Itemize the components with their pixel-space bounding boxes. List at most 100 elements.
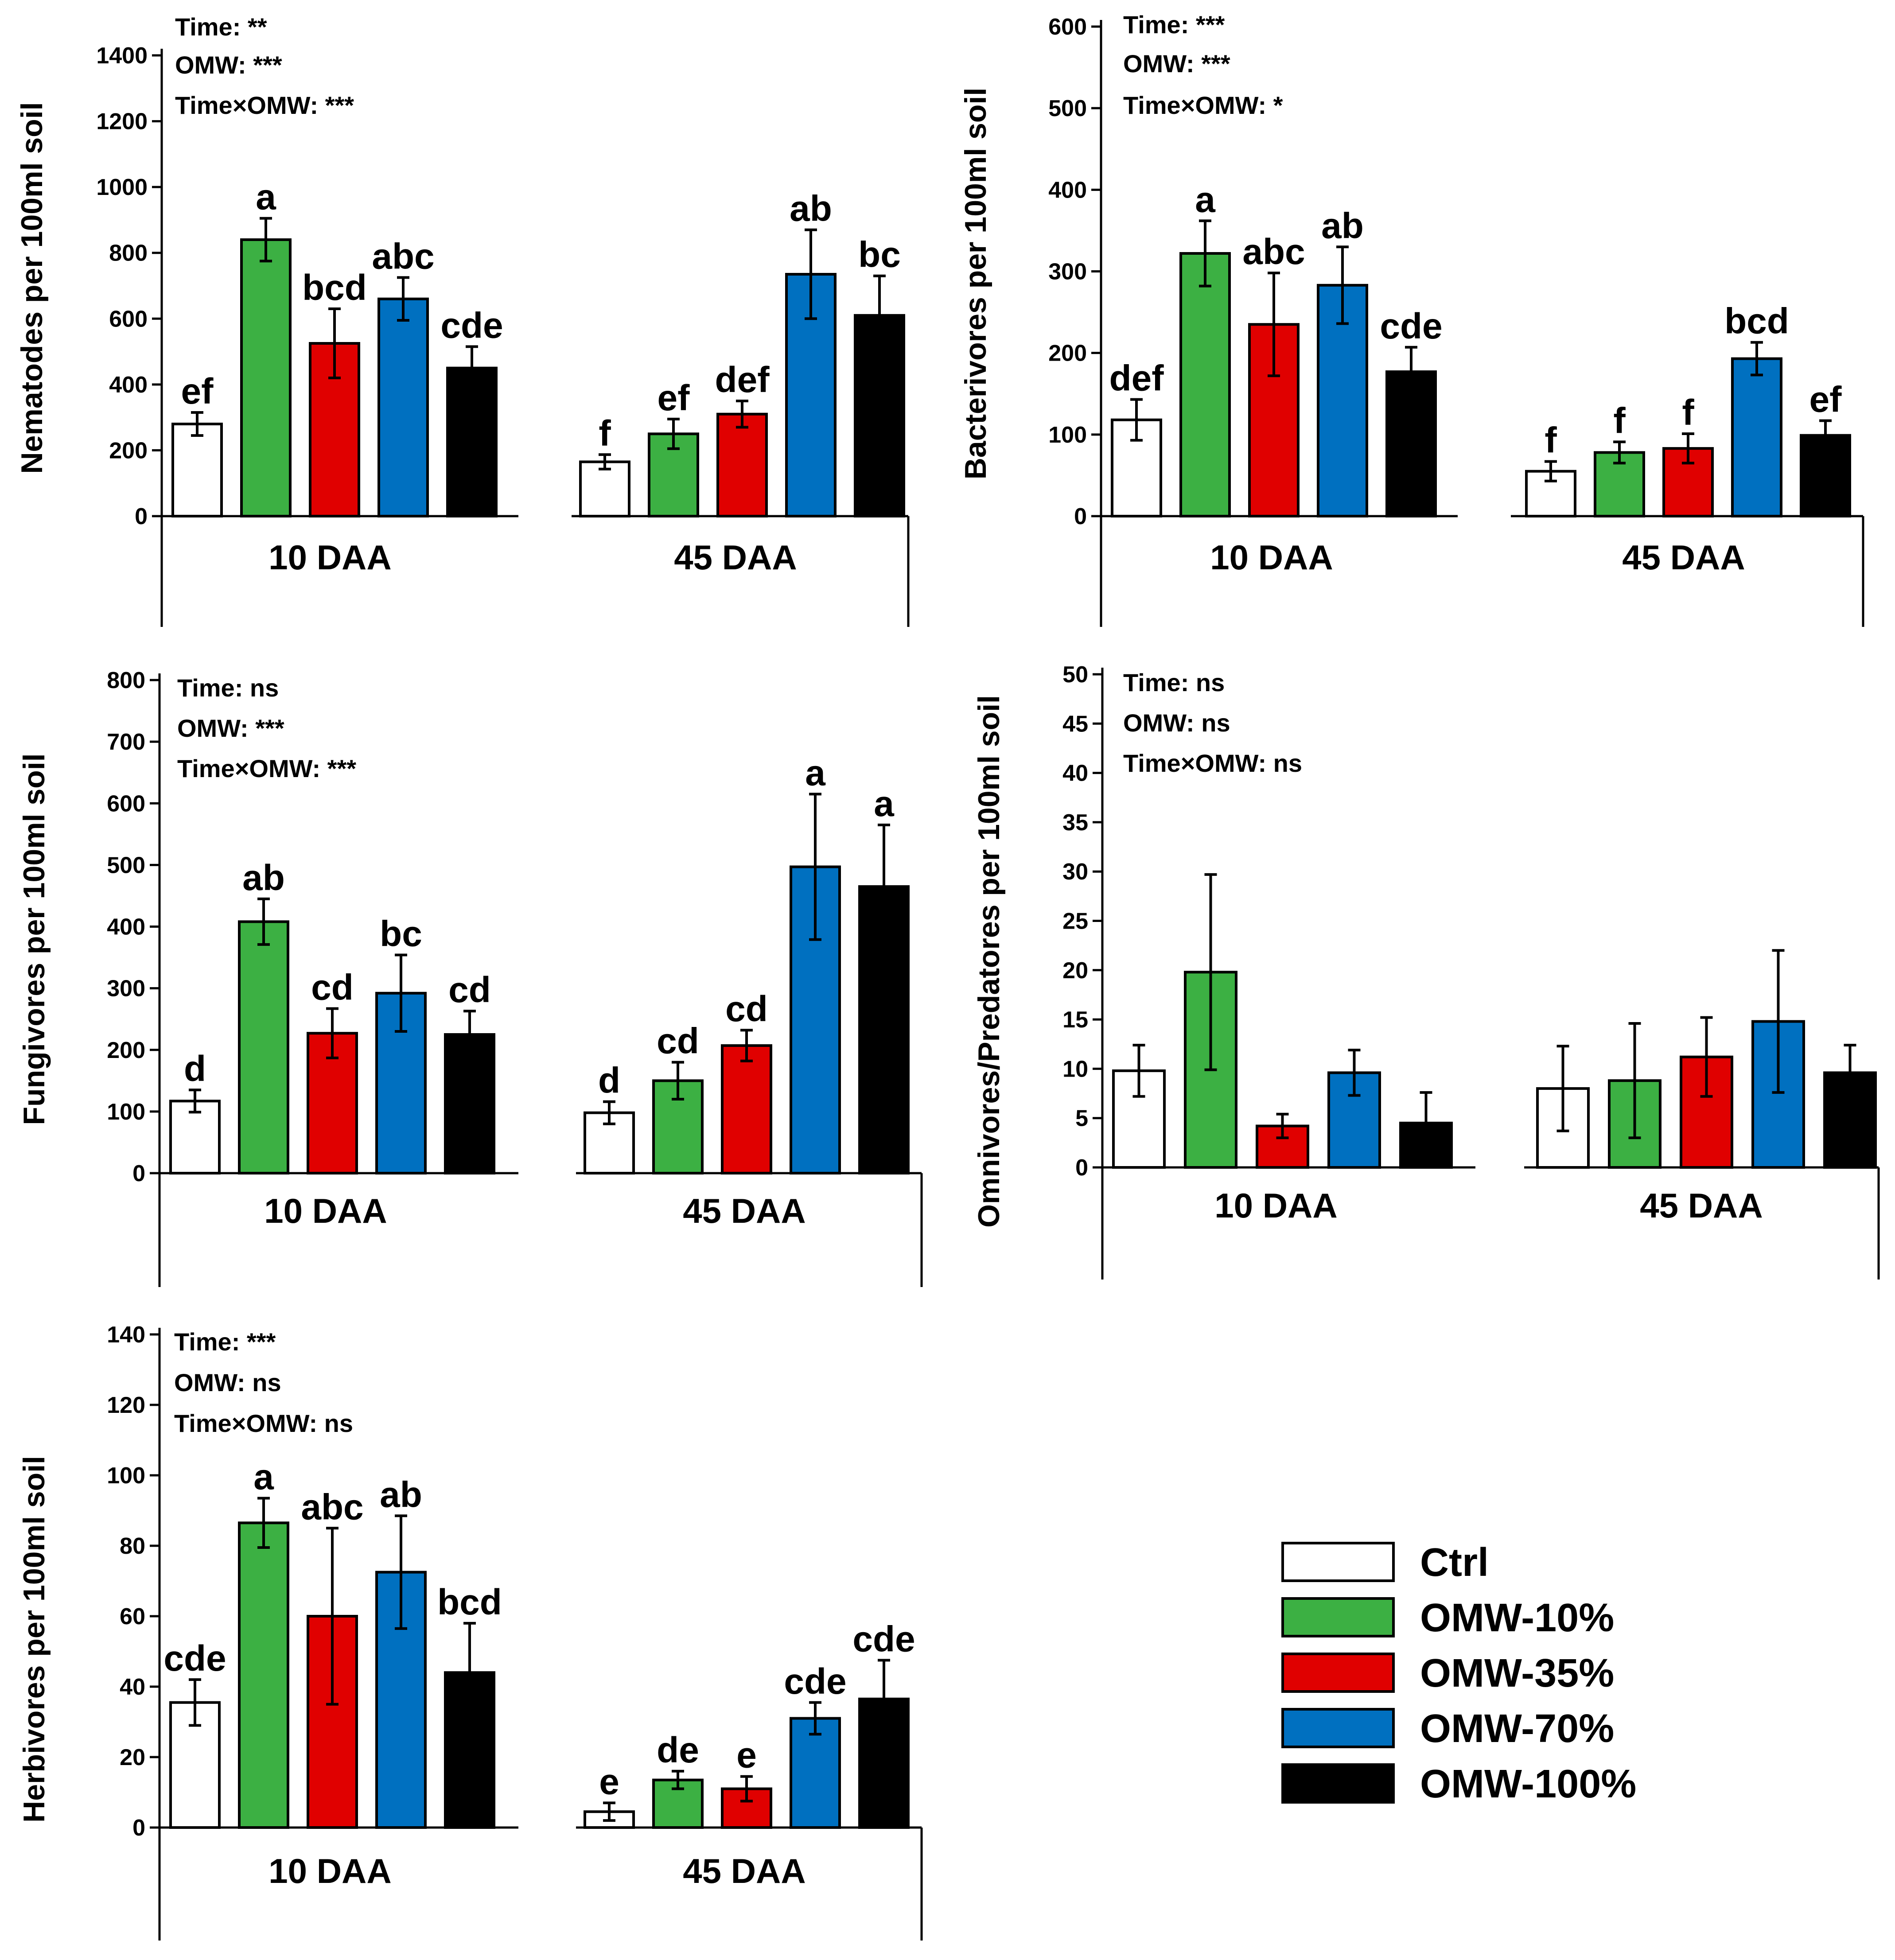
significance-letter: abc <box>372 236 434 276</box>
y-tick-label: 140 <box>107 1322 145 1348</box>
y-tick-label: 25 <box>1062 909 1088 934</box>
significance-letter: a <box>805 753 826 793</box>
significance-letter: a <box>253 1457 274 1497</box>
significance-letter: ef <box>181 371 214 412</box>
stat-interaction: Time×OMW: ns <box>174 1409 353 1437</box>
stat-time: Time: ns <box>177 674 279 702</box>
significance-letter: f <box>1682 393 1694 433</box>
significance-letter: f <box>599 413 611 454</box>
significance-letter: bcd <box>1724 301 1789 342</box>
significance-letter: a <box>256 177 276 218</box>
y-axis-label: Bacterivores per 100ml soil <box>959 88 992 479</box>
bar-omw-70-10daa <box>377 297 429 517</box>
bar-omw-35-45daa <box>721 1044 772 1174</box>
y-axis-label: Omnivores/Predatores per 100ml soil <box>972 695 1006 1228</box>
significance-letter: def <box>1109 358 1164 399</box>
significance-letter: e <box>736 1735 757 1776</box>
significance-letter: cde <box>784 1661 846 1702</box>
significance-letter: cd <box>725 989 768 1029</box>
stat-omw: OMW: ns <box>174 1369 281 1396</box>
significance-letter: bc <box>380 914 422 954</box>
y-tick-label: 200 <box>1048 341 1087 366</box>
x-category-label: 45 DAA <box>674 538 797 577</box>
y-tick-label: 300 <box>1048 259 1087 285</box>
stat-interaction: Time×OMW: ns <box>1123 749 1302 777</box>
stat-omw: OMW: *** <box>1123 50 1230 78</box>
plot-area-omnivores: 0 5 10 15 20 25 30 35 40 45 50 <box>1062 662 1880 1279</box>
significance-letter: bcd <box>437 1582 502 1622</box>
bar-omw-10-45daa <box>652 1778 704 1829</box>
y-axis-label: Nematodes per 100ml soil <box>15 102 49 474</box>
y-tick-label: 1400 <box>96 43 148 69</box>
legend-label-omw-10: OMW-10% <box>1420 1596 1614 1640</box>
stat-interaction: Time×OMW: *** <box>175 91 354 119</box>
y-tick-label: 20 <box>1062 958 1088 984</box>
legend-swatch-omw-35 <box>1281 1653 1395 1693</box>
significance-letter: cde <box>163 1638 226 1679</box>
significance-letter: ab <box>380 1474 422 1515</box>
y-tick-label: 60 <box>120 1604 145 1629</box>
stat-omw: OMW: *** <box>177 714 284 742</box>
significance-letter: cd <box>657 1021 699 1062</box>
panel-omnivores: Omnivores/Predatores per 100ml soil Time… <box>972 669 1763 1228</box>
significance-letter: def <box>715 360 770 400</box>
significance-letter: d <box>598 1061 620 1101</box>
significance-letter: cd <box>311 968 354 1008</box>
significance-letter: ef <box>658 378 690 418</box>
legend-swatch-omw-10 <box>1281 1597 1395 1637</box>
y-tick-label: 600 <box>107 791 145 817</box>
y-tick-label: 120 <box>107 1392 145 1418</box>
significance-letter: d <box>184 1049 206 1089</box>
significance-letter: e <box>599 1762 619 1802</box>
stat-time: Time: ns <box>1123 669 1225 696</box>
bar-ctrl-10daa <box>171 423 223 517</box>
significance-letter: cde <box>1380 306 1442 346</box>
y-tick-label: 1000 <box>96 175 148 200</box>
y-tick-label: 200 <box>107 1038 145 1063</box>
y-tick-label: 600 <box>1048 14 1087 40</box>
y-tick-label: 100 <box>107 1463 145 1489</box>
y-tick-label: 10 <box>1062 1056 1088 1082</box>
significance-letter: cde <box>852 1619 915 1659</box>
significance-letter: f <box>1545 420 1557 461</box>
y-tick-label: 100 <box>1048 422 1087 448</box>
legend-label-omw-100: OMW-100% <box>1420 1762 1636 1806</box>
y-tick-label: 20 <box>120 1745 145 1770</box>
significance-letter: a <box>874 784 895 824</box>
stat-omw: OMW: *** <box>175 51 282 79</box>
y-tick-label: 50 <box>1062 662 1088 688</box>
legend-swatch-omw-70 <box>1281 1708 1395 1748</box>
bar-omw-35-45daa <box>716 412 768 518</box>
y-tick-label: 500 <box>1048 96 1087 121</box>
panel-fungivores: Fungivores per 100ml soil Time: ns OMW: … <box>17 674 806 1230</box>
y-tick-label: 30 <box>1062 859 1088 885</box>
y-tick-label: 0 <box>132 1815 145 1841</box>
significance-letter: cd <box>448 970 491 1010</box>
y-tick-label: 35 <box>1062 810 1088 836</box>
significance-letter: a <box>1195 179 1216 220</box>
stat-interaction: Time×OMW: *** <box>177 754 356 782</box>
significance-letter: bcd <box>302 268 367 308</box>
y-tick-label: 700 <box>107 729 145 755</box>
x-category-label: 10 DAA <box>1214 1186 1337 1225</box>
bar-omw-70-45daa <box>1731 357 1782 518</box>
significance-letter: abc <box>1242 232 1305 272</box>
y-tick-label: 200 <box>109 438 148 463</box>
significance-letter: ef <box>1809 380 1842 420</box>
legend-swatch-ctrl <box>1281 1542 1395 1582</box>
significance-letter: ab <box>242 858 285 898</box>
plot-area-fungivores: 0100200300400500600700800dabcdbccddcdcda… <box>107 668 923 1287</box>
y-tick-label: 5 <box>1075 1106 1088 1132</box>
panel-nematodes: Nematodes per 100ml soil Time: ** OMW: *… <box>15 13 797 577</box>
y-tick-label: 45 <box>1062 711 1088 737</box>
bar-omw-100-10daa <box>446 366 498 517</box>
legend-label-omw-35: OMW-35% <box>1420 1651 1614 1696</box>
x-category-label: 45 DAA <box>1622 538 1745 577</box>
y-axis-label: Herbivores per 100ml soil <box>17 1456 51 1823</box>
significance-letter: ab <box>790 189 832 229</box>
y-tick-label: 0 <box>135 504 148 529</box>
x-category-label: 10 DAA <box>1210 538 1333 577</box>
